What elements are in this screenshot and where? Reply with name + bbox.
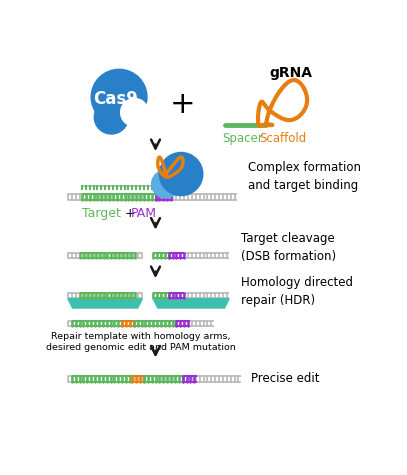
Circle shape	[160, 152, 203, 196]
Circle shape	[120, 99, 149, 126]
Text: PAM: PAM	[131, 207, 157, 220]
Text: gRNA: gRNA	[269, 66, 313, 80]
Circle shape	[91, 69, 147, 125]
Text: Complex formation
and target binding: Complex formation and target binding	[249, 161, 361, 192]
Text: Homology directed
repair (HDR): Homology directed repair (HDR)	[241, 276, 353, 307]
Text: Target: Target	[82, 207, 121, 220]
Polygon shape	[68, 299, 142, 308]
Text: Scaffold: Scaffold	[260, 133, 307, 145]
Text: Repair template with homology arms,
desired genomic edit and PAM mutation: Repair template with homology arms, desi…	[46, 332, 236, 352]
Text: +: +	[170, 90, 195, 119]
Text: +: +	[125, 207, 135, 220]
Text: Spacer: Spacer	[223, 133, 263, 145]
Circle shape	[152, 170, 179, 198]
Text: Target cleavage
(DSB formation): Target cleavage (DSB formation)	[241, 232, 336, 264]
Text: Cas9: Cas9	[94, 90, 138, 108]
Polygon shape	[153, 299, 229, 308]
Circle shape	[94, 100, 128, 134]
Text: Precise edit: Precise edit	[251, 372, 319, 385]
